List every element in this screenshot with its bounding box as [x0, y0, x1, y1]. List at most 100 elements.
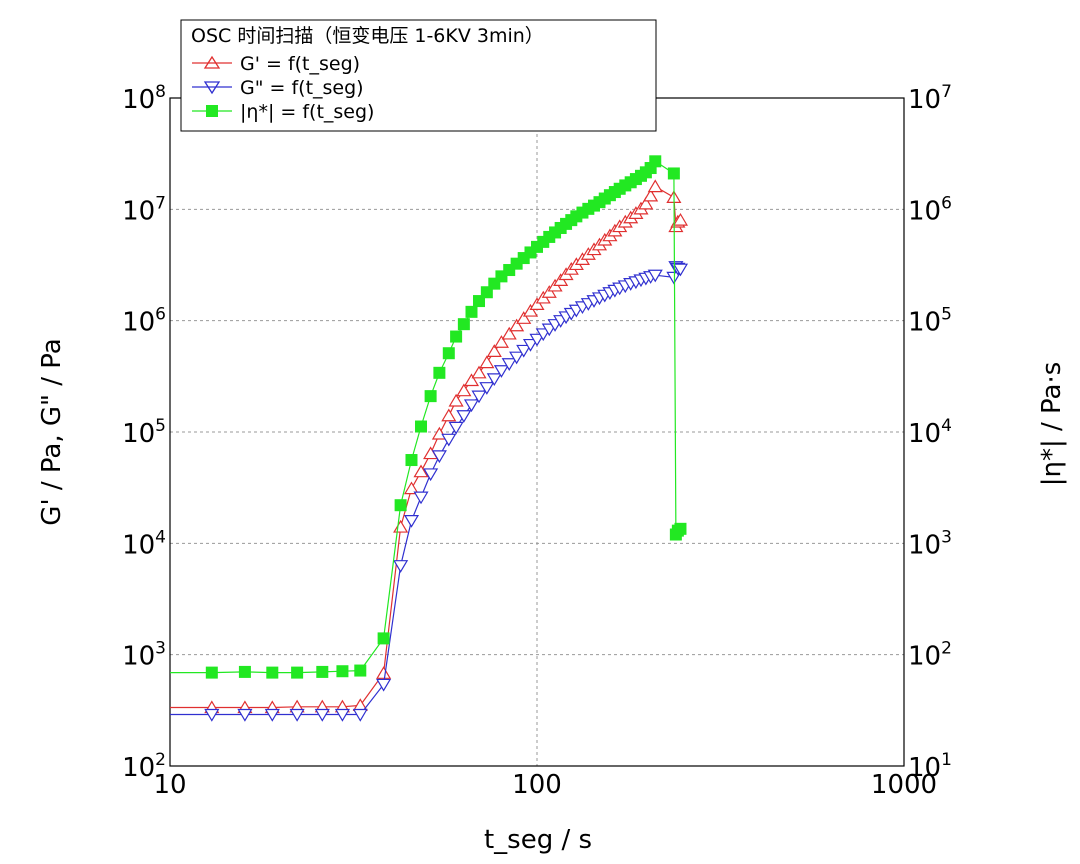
data-point-gprime: [541, 285, 557, 298]
data-point-gdoubleprime: [463, 399, 480, 413]
x-tick-label: 10: [153, 770, 186, 800]
data-point-gdoubleprime: [334, 708, 350, 722]
data-point-eta: [674, 522, 687, 535]
data-point-eta: [405, 454, 418, 467]
legend-box: [180, 19, 657, 132]
y-left-tick-label: 102: [122, 750, 166, 783]
data-point-gdoubleprime: [423, 468, 439, 482]
data-point-gdoubleprime: [448, 421, 464, 435]
legend-entry-gdoubleprime: G" = f(t_seg): [240, 77, 364, 99]
data-point-gdoubleprime: [314, 708, 330, 722]
data-point-gdoubleprime: [471, 390, 487, 404]
legend-entry-gprime: G' = f(t_seg): [240, 53, 360, 75]
data-point-eta: [316, 665, 329, 678]
ticks-layer: 10 100 1000 102 103 104 105 106 107 108 101 102 103 1…: [122, 82, 952, 800]
data-point-gprime: [431, 426, 447, 440]
data-point-gprime: [448, 393, 464, 407]
data-point-gdoubleprime: [413, 491, 429, 505]
data-point-eta: [291, 666, 304, 679]
data-point-gprime: [376, 666, 392, 679]
data-point-gdoubleprime: [289, 708, 305, 722]
data-point-eta: [457, 318, 470, 331]
y-axis-right-title: |η*| / Pa·s: [1037, 362, 1067, 487]
data-point-eta: [433, 366, 446, 379]
data-point-gprime: [509, 318, 525, 332]
data-point-gprime: [403, 481, 420, 495]
data-point-gprime: [463, 373, 480, 387]
data-point-gdoubleprime: [403, 515, 420, 528]
data-point-eta: [465, 305, 478, 318]
data-point-gprime: [456, 383, 472, 397]
legend-entry-eta: |η*| = f(t_seg): [240, 101, 374, 123]
grid: [170, 98, 904, 766]
data-point-gprime: [529, 297, 545, 310]
data-point-gprime: [522, 303, 539, 317]
y-right-tick-label: 107: [908, 82, 952, 115]
x-axis-title: t_seg / s: [484, 825, 592, 855]
data-point-eta: [667, 167, 680, 180]
data-point-gdoubleprime: [522, 338, 539, 352]
y-right-tick-label: 103: [908, 527, 952, 560]
data-point-eta: [238, 665, 251, 678]
legend-title: OSC 时间扫描（恒变电压 1-6KV 3min）: [191, 25, 544, 47]
data-point-gdoubleprime: [672, 263, 689, 277]
x-tick-label: 1000: [871, 770, 937, 800]
data-point-gdoubleprime: [237, 708, 253, 722]
data-point-gprime: [647, 179, 663, 193]
data-point-gprime: [486, 344, 502, 357]
data-point-gdoubleprime: [264, 708, 280, 722]
legend: OSC 时间扫描（恒变电压 1-6KV 3min） G' = f(t_seg) …: [180, 19, 657, 132]
data-point-gprime: [441, 408, 457, 422]
y-left-tick-label: 104: [122, 527, 166, 560]
x-tick-label: 100: [512, 770, 562, 800]
data-point-gprime: [501, 326, 517, 340]
data-point-gprime: [638, 196, 654, 210]
data-point-gdoubleprime: [535, 328, 551, 342]
data-point-gdoubleprime: [516, 344, 532, 358]
data-point-eta: [394, 499, 407, 512]
y-left-tick-label: 108: [122, 82, 166, 115]
data-point-eta: [442, 347, 455, 360]
data-point-gdoubleprime: [509, 351, 525, 365]
data-point-gdoubleprime: [352, 708, 368, 722]
data-point-eta: [510, 257, 523, 270]
y-left-tick-label: 105: [122, 416, 166, 449]
data-point-gdoubleprime: [479, 382, 495, 395]
y-right-tick-label: 102: [908, 639, 952, 672]
y-right-tick-label: 104: [908, 416, 952, 449]
data-point-gdoubleprime: [529, 333, 545, 347]
data-point-gdoubleprime: [441, 433, 457, 447]
data-point-gdoubleprime: [393, 560, 409, 573]
y-left-tick-label: 103: [122, 639, 166, 672]
y-right-tick-label: 101: [908, 750, 952, 783]
data-point-eta: [424, 390, 437, 403]
data-point-gprime: [672, 212, 689, 226]
data-point-eta: [415, 420, 428, 433]
data-point-gprime: [413, 464, 429, 478]
y-left-tick-label: 106: [122, 305, 166, 338]
data-point-gdoubleprime: [376, 678, 392, 692]
data-point-gdoubleprime: [501, 358, 517, 371]
series-layer: [170, 155, 689, 722]
data-point-gdoubleprime: [204, 708, 220, 722]
y-left-tick-label: 107: [122, 193, 166, 226]
legend-marker-gdoubleprime: [203, 81, 221, 95]
y-axis-left-title: G' / Pa, G" / Pa: [37, 338, 67, 525]
data-point-gprime: [479, 355, 495, 369]
y-right-tick-label: 106: [908, 193, 952, 226]
data-point-gdoubleprime: [647, 269, 663, 283]
data-point-gprime: [493, 335, 509, 348]
data-point-eta: [450, 330, 463, 343]
data-point-eta: [336, 665, 349, 678]
data-point-eta: [354, 664, 367, 677]
data-point-eta: [649, 155, 662, 168]
data-point-gprime: [471, 365, 487, 379]
data-point-eta: [266, 666, 279, 679]
data-point-gprime: [643, 188, 659, 202]
data-point-gprime: [516, 311, 532, 324]
legend-marker-eta: [206, 105, 218, 117]
legend-marker-gprime: [203, 55, 221, 69]
data-point-gdoubleprime: [456, 410, 472, 423]
data-point-gdoubleprime: [431, 450, 447, 464]
